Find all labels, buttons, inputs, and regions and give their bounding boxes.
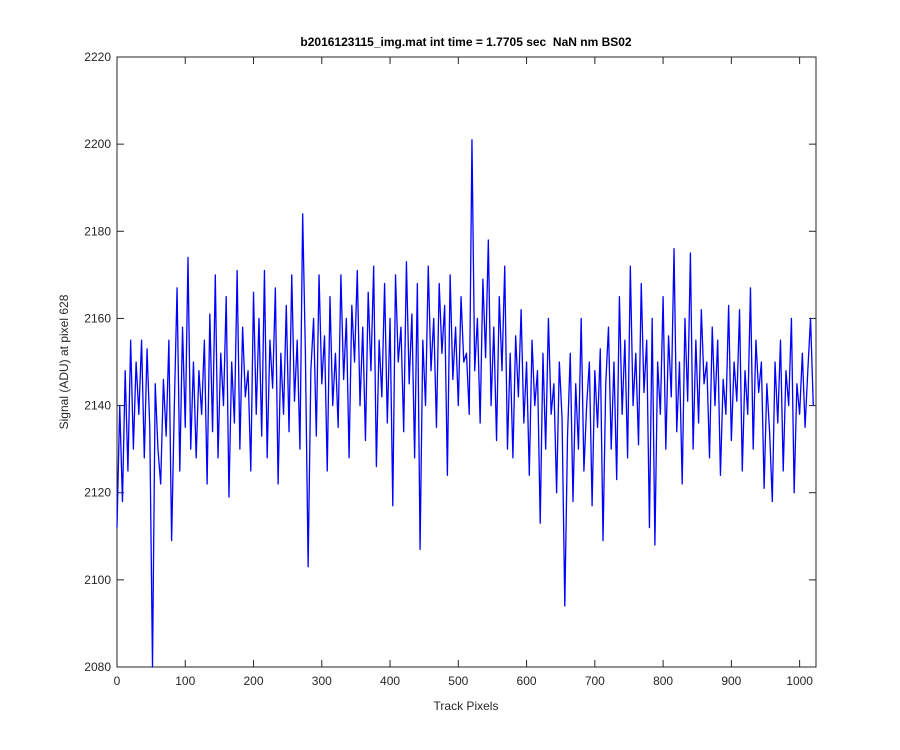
y-tick-label: 2100 — [84, 573, 111, 587]
x-tick-label: 200 — [244, 674, 264, 688]
x-tick-label: 700 — [585, 674, 605, 688]
y-tick-label: 2140 — [84, 399, 111, 413]
x-tick-label: 900 — [721, 674, 741, 688]
x-tick-label: 500 — [448, 674, 468, 688]
x-tick-label: 1000 — [786, 674, 813, 688]
y-tick-label: 2200 — [84, 137, 111, 151]
y-tick-label: 2180 — [84, 224, 111, 238]
x-tick-label: 300 — [312, 674, 332, 688]
x-tick-label: 800 — [653, 674, 673, 688]
y-tick-label: 2220 — [84, 50, 111, 64]
y-axis-label: Signal (ADU) at pixel 628 — [57, 294, 71, 429]
chart-title: b2016123115_img.mat int time = 1.7705 se… — [300, 35, 632, 49]
y-tick-label: 2160 — [84, 311, 111, 325]
x-tick-label: 600 — [517, 674, 537, 688]
x-tick-label: 400 — [380, 674, 400, 688]
x-axis-label: Track Pixels — [434, 699, 499, 713]
y-tick-label: 2120 — [84, 486, 111, 500]
x-tick-label: 0 — [114, 674, 121, 688]
x-tick-label: 100 — [175, 674, 195, 688]
data-line — [116, 139, 814, 668]
y-tick-label: 2080 — [84, 660, 111, 674]
